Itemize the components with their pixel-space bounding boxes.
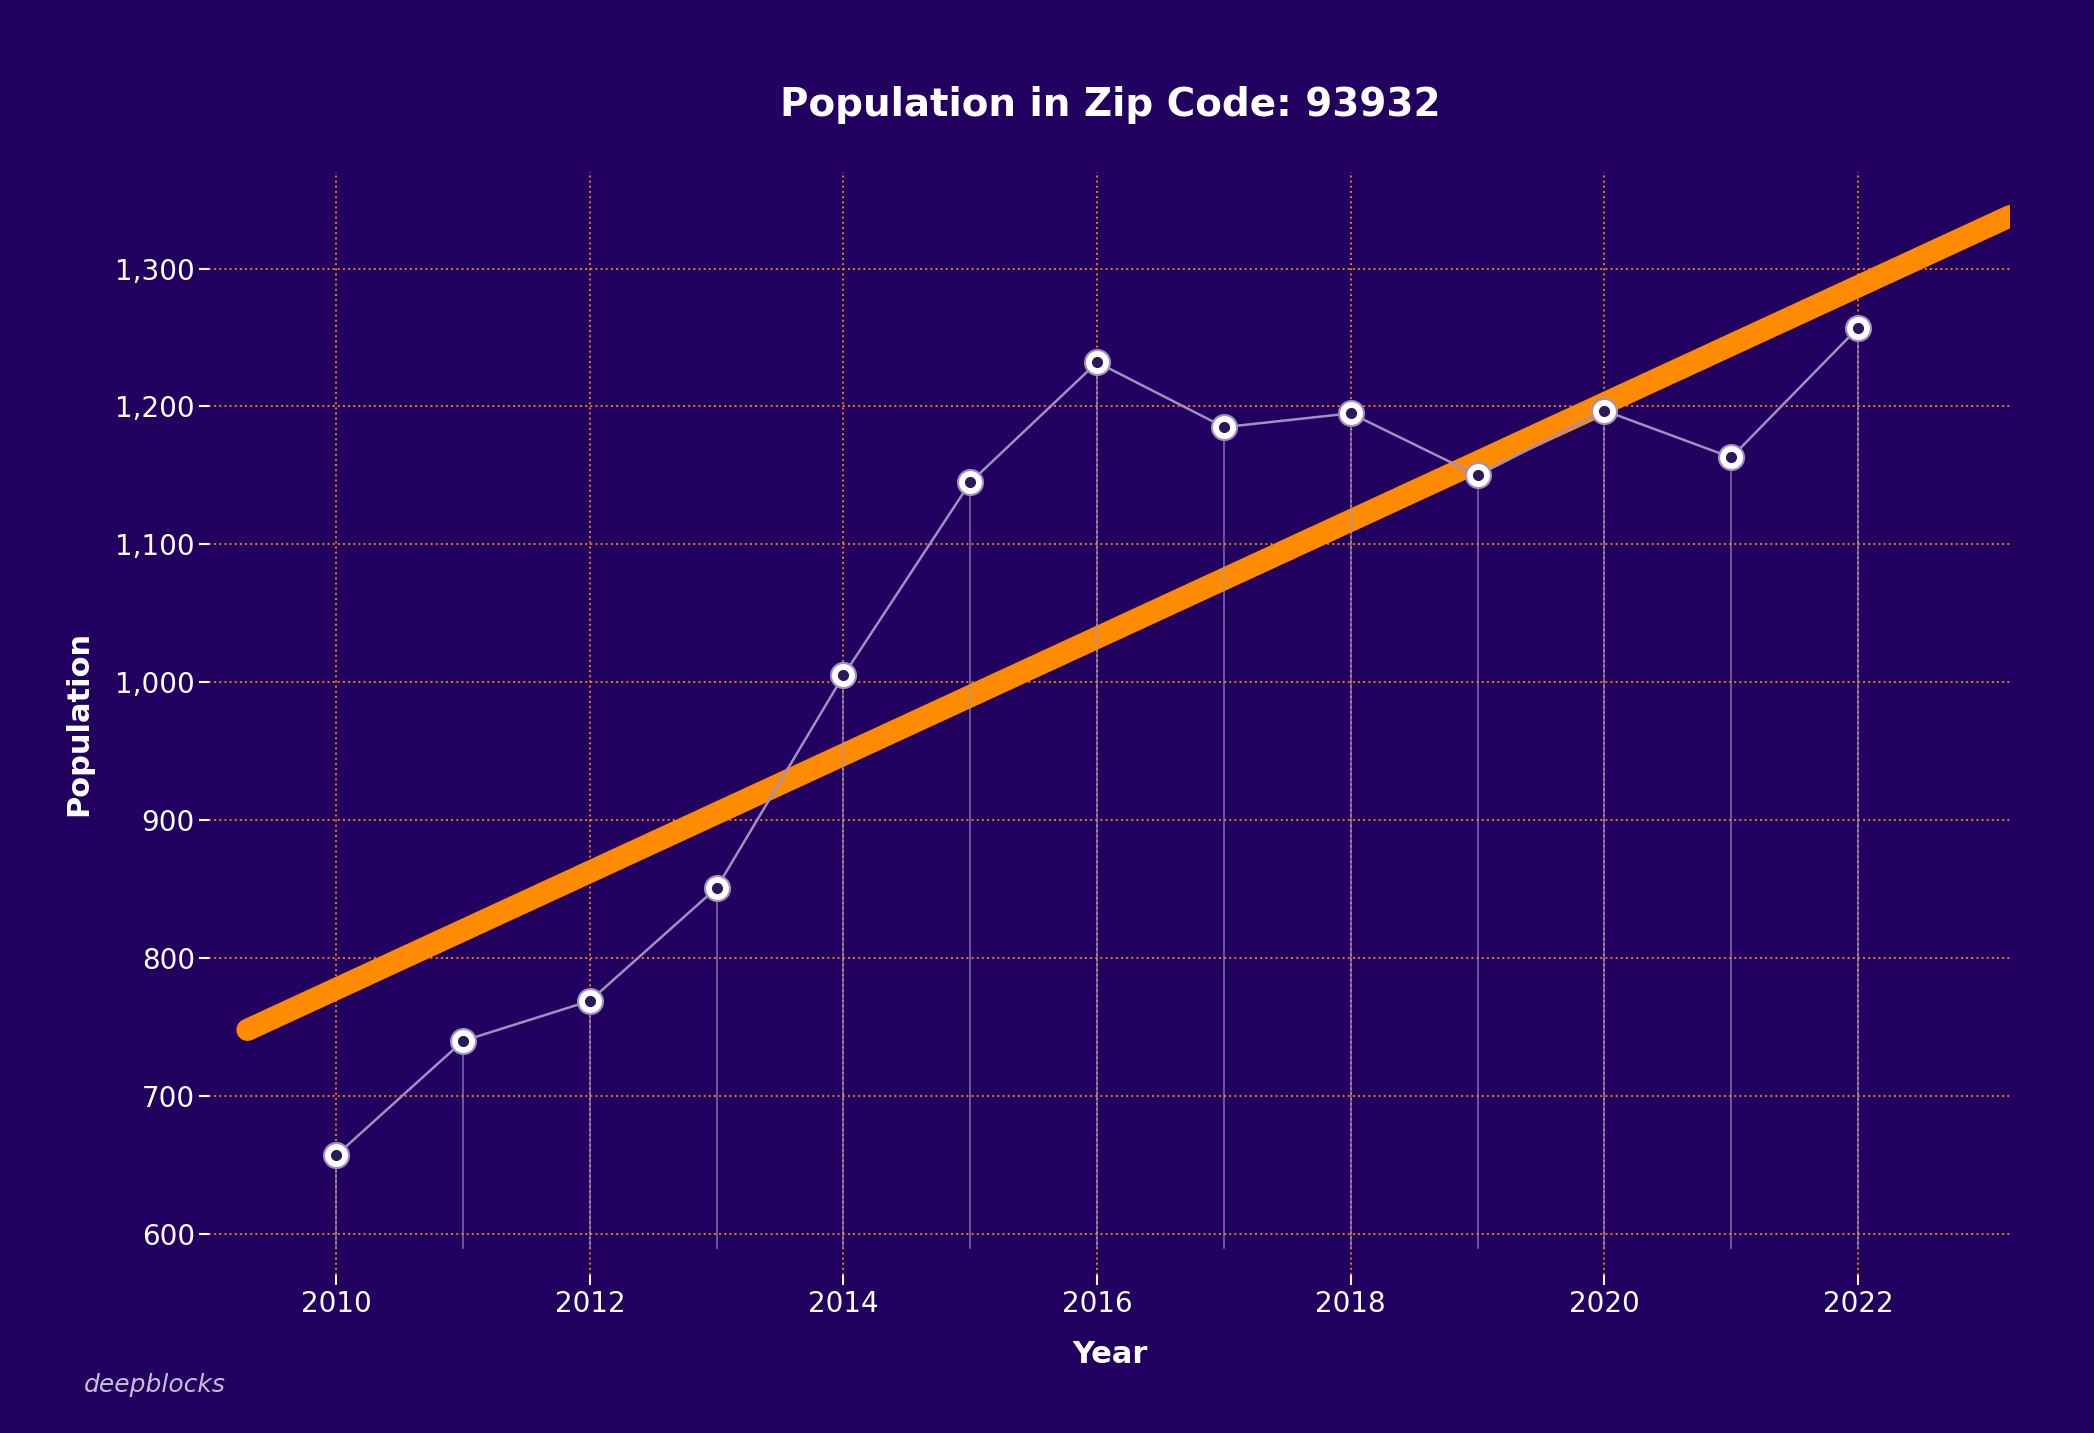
Y-axis label: Population: Population [63,631,92,817]
Text: deepblocks: deepblocks [84,1373,226,1397]
Title: Population in Zip Code: 93932: Population in Zip Code: 93932 [779,86,1441,125]
X-axis label: Year: Year [1072,1340,1148,1369]
